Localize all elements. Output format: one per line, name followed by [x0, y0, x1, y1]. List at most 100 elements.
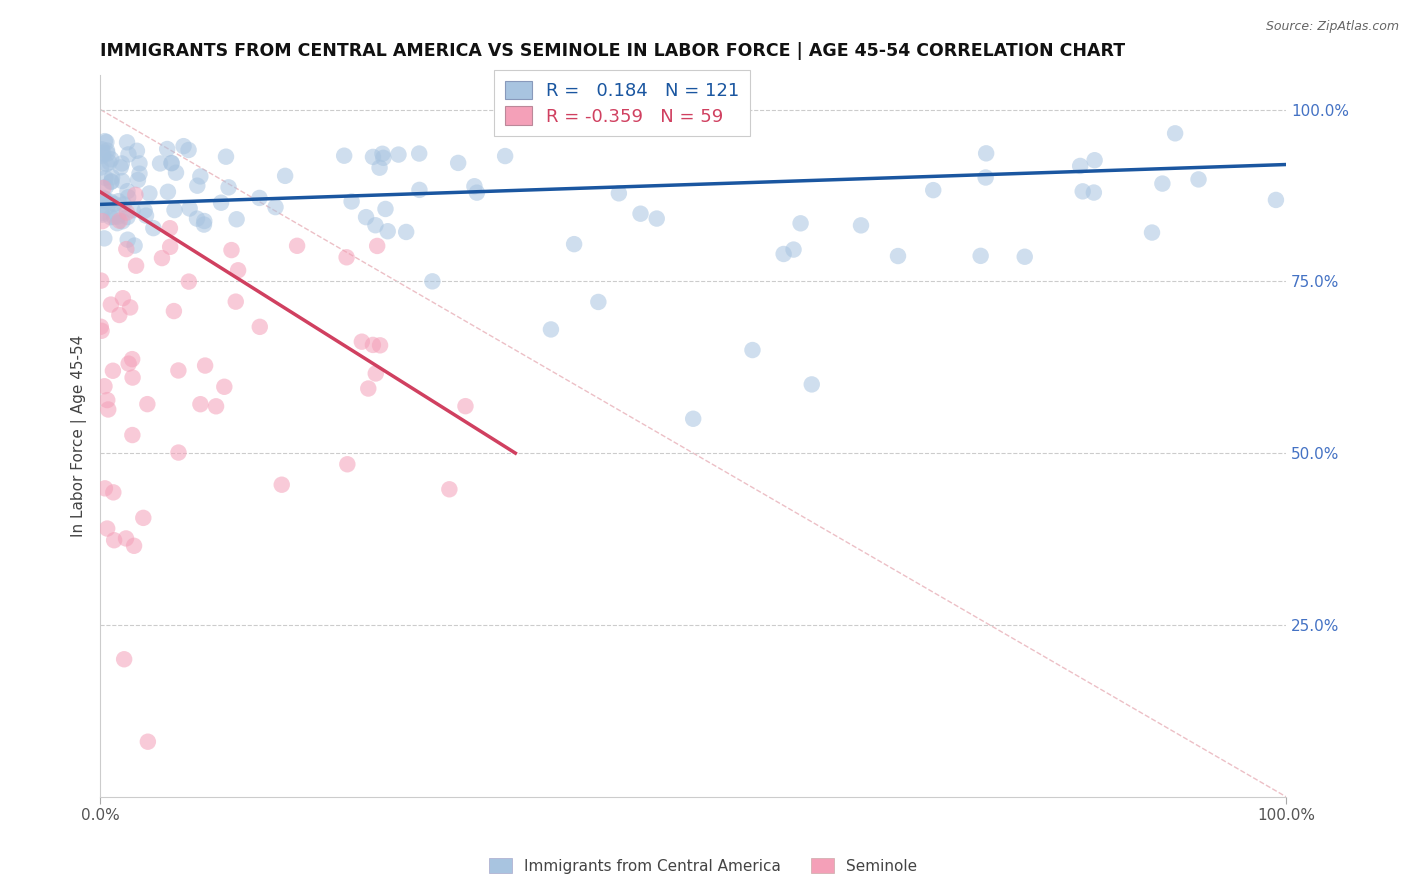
Point: [90, 274, 112, 288]
Point: [156, 185, 179, 199]
Point: [188, 169, 211, 184]
Point: [366, 239, 388, 253]
Point: [96, 522, 118, 536]
Point: [120, 301, 142, 315]
Point: [186, 178, 208, 193]
Point: [142, 221, 165, 235]
Point: [111, 214, 134, 228]
Point: [136, 397, 159, 411]
Point: [225, 212, 247, 227]
Point: [94, 171, 117, 186]
Point: [100, 174, 122, 188]
Point: [94, 192, 117, 206]
Point: [221, 243, 243, 257]
Point: [179, 202, 201, 216]
Point: [274, 169, 297, 183]
Point: [111, 174, 134, 188]
Point: [156, 142, 179, 156]
Point: [371, 146, 394, 161]
Point: [136, 735, 159, 749]
Legend: Immigrants from Central America, Seminole: Immigrants from Central America, Seminol…: [482, 852, 924, 880]
Point: [562, 237, 585, 252]
Point: [94, 481, 117, 495]
Point: [969, 249, 991, 263]
Point: [374, 202, 396, 216]
Point: [160, 156, 183, 170]
Point: [101, 364, 124, 378]
Point: [630, 207, 652, 221]
Point: [350, 334, 373, 349]
Point: [422, 274, 444, 288]
Point: [193, 214, 215, 228]
Point: [107, 194, 129, 209]
Point: [96, 146, 118, 161]
Point: [90, 324, 112, 338]
Point: [186, 211, 208, 226]
Text: IMMIGRANTS FROM CENTRAL AMERICA VS SEMINOLE IN LABOR FORCE | AGE 45-54 CORRELATI: IMMIGRANTS FROM CENTRAL AMERICA VS SEMIN…: [100, 42, 1126, 60]
Point: [91, 145, 114, 160]
Point: [96, 195, 118, 210]
Point: [117, 210, 139, 224]
Point: [1084, 153, 1107, 168]
Point: [115, 242, 138, 256]
Point: [103, 485, 125, 500]
Point: [111, 291, 134, 305]
Point: [149, 156, 172, 170]
Point: [101, 170, 124, 185]
Point: [96, 157, 118, 171]
Point: [90, 193, 112, 207]
Point: [1164, 126, 1187, 140]
Point: [387, 147, 409, 161]
Point: [117, 184, 139, 198]
Point: [364, 218, 387, 232]
Point: [209, 195, 232, 210]
Point: [177, 143, 200, 157]
Point: [115, 532, 138, 546]
Point: [167, 363, 190, 377]
Point: [190, 397, 212, 411]
Point: [91, 214, 114, 228]
Point: [226, 263, 249, 277]
Point: [215, 150, 238, 164]
Point: [117, 147, 139, 161]
Point: [121, 428, 143, 442]
Point: [887, 249, 910, 263]
Point: [100, 210, 122, 224]
Point: [138, 186, 160, 201]
Point: [1140, 226, 1163, 240]
Point: [159, 240, 181, 254]
Point: [103, 533, 125, 548]
Point: [1264, 193, 1286, 207]
Point: [741, 343, 763, 357]
Point: [364, 367, 387, 381]
Legend: R =   0.184   N = 121, R = -0.359   N = 59: R = 0.184 N = 121, R = -0.359 N = 59: [494, 70, 751, 136]
Point: [408, 146, 430, 161]
Point: [115, 136, 138, 150]
Point: [540, 322, 562, 336]
Point: [772, 247, 794, 261]
Point: [447, 156, 470, 170]
Point: [1187, 172, 1209, 186]
Point: [90, 206, 112, 220]
Point: [249, 191, 271, 205]
Point: [105, 216, 128, 230]
Point: [205, 399, 228, 413]
Point: [121, 352, 143, 367]
Point: [160, 156, 183, 170]
Point: [121, 370, 143, 384]
Point: [357, 382, 380, 396]
Point: [361, 338, 384, 352]
Point: [127, 173, 149, 187]
Point: [454, 399, 477, 413]
Point: [93, 191, 115, 205]
Point: [361, 150, 384, 164]
Point: [122, 539, 145, 553]
Point: [336, 250, 359, 264]
Point: [368, 161, 391, 175]
Point: [368, 338, 391, 352]
Point: [108, 213, 131, 227]
Point: [94, 179, 117, 194]
Point: [408, 183, 430, 197]
Point: [264, 200, 287, 214]
Point: [333, 149, 356, 163]
